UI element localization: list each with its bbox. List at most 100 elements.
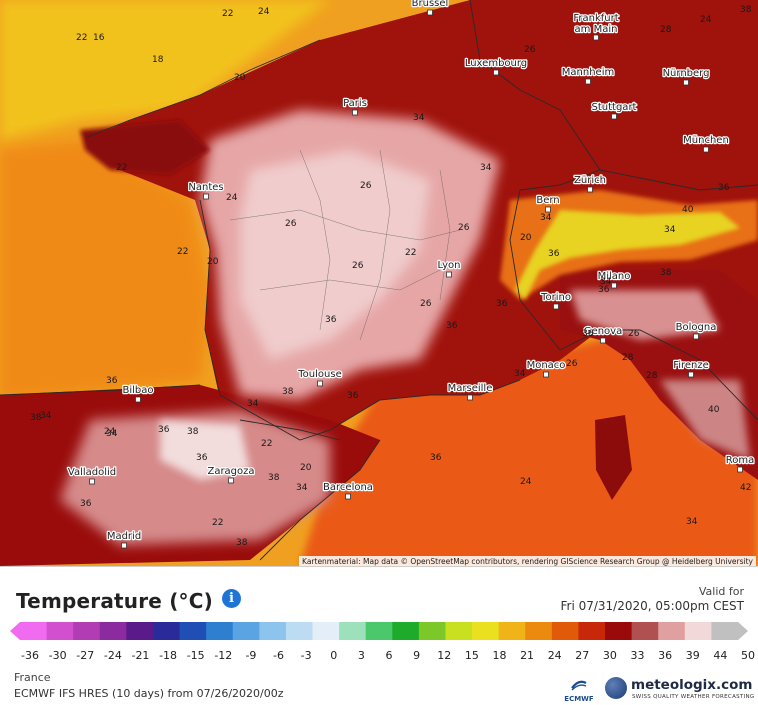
isotherm-label: 36 — [496, 299, 508, 309]
info-icon[interactable]: i — [222, 589, 241, 608]
scale-label: 12 — [437, 649, 452, 662]
scale-swatch — [259, 622, 287, 640]
city-marker-milano[interactable] — [611, 282, 617, 289]
isotherm-label: 34 — [514, 369, 526, 379]
city-marker-nantes[interactable] — [203, 193, 209, 200]
isotherm-label: 22 — [116, 163, 127, 173]
map-attribution: Kartenmaterial: Map data © OpenStreetMap… — [299, 556, 756, 566]
isotherm-label: 20 — [300, 463, 312, 473]
city-marker-toulouse[interactable] — [317, 380, 323, 387]
scale-swatch — [631, 622, 659, 640]
ecmwf-logo[interactable]: ECMWF — [561, 679, 597, 703]
city-marker-stuttgart[interactable] — [611, 113, 617, 120]
scale-label: 3 — [357, 649, 365, 662]
scale-label: -21 — [131, 649, 150, 662]
temperature-map[interactable]: Brüssel Frankfurt am Main Luxembourg Mannhei… — [0, 0, 758, 566]
color-scale-labels: -36 -30 -27 -24 -21 -18 -15 -12 -9 -6 -3 0 3 6 9 12 15 18… — [0, 649, 758, 663]
scale-label: 24 — [547, 649, 562, 662]
isotherm-label: 34 — [247, 399, 259, 409]
valid-time: Fri 07/31/2020, 05:00pm CEST — [560, 599, 744, 613]
isotherm-label: 38 — [30, 413, 42, 423]
city-marker-roma[interactable] — [737, 466, 743, 473]
meteologix-globe-icon — [605, 677, 627, 699]
city-marker-monaco[interactable] — [543, 371, 549, 378]
scale-swatch — [339, 622, 367, 640]
isotherm-label: 40 — [682, 205, 694, 215]
isotherm-label: 26 — [524, 45, 536, 55]
color-scale — [0, 619, 758, 643]
map-canvas: Brüssel Frankfurt am Main Luxembourg Mannhei… — [0, 0, 758, 566]
scale-swatch — [498, 622, 526, 640]
isotherm-label: 34 — [480, 163, 492, 173]
meteologix-tagline: SWISS QUALITY WEATHER FORECASTING — [632, 694, 755, 700]
isotherm-label: 36 — [548, 249, 560, 259]
isotherm-label: 36 — [80, 499, 92, 509]
city-marker-valladolid[interactable] — [89, 478, 95, 485]
scale-swatch — [472, 622, 500, 640]
scale-label: 50 — [741, 649, 755, 662]
isotherm-label: 36 — [347, 391, 359, 401]
color-scale-bar — [10, 622, 748, 640]
city-marker-frankfurt[interactable] — [593, 34, 599, 41]
scale-swatch — [152, 622, 181, 640]
scale-label: -9 — [245, 649, 257, 662]
scale-label: -3 — [300, 649, 312, 662]
scale-swatch — [179, 622, 207, 640]
isotherm-label: 26 — [628, 329, 640, 339]
scale-swatch — [126, 622, 154, 640]
city-label-madrid: Madrid — [107, 531, 141, 542]
city-marker-barcelona[interactable] — [345, 493, 351, 500]
city-marker-torino[interactable] — [553, 303, 559, 310]
isotherm-label: 26 — [352, 261, 364, 271]
scale-swatch — [73, 622, 101, 640]
city-marker-bilbao[interactable] — [135, 396, 141, 403]
scale-label: 21 — [520, 649, 535, 662]
scale-swatch — [312, 622, 340, 640]
city-marker-marseille[interactable] — [467, 394, 473, 401]
city-label-zuerich: Zürich — [574, 175, 606, 186]
city-label-monaco: Monaco — [527, 360, 566, 371]
city-label-toulouse: Toulouse — [297, 369, 341, 380]
scale-label: 36 — [658, 649, 673, 662]
city-marker-zaragoza[interactable] — [228, 477, 234, 484]
city-marker-madrid[interactable] — [121, 542, 127, 549]
isotherm-label: 34 — [106, 429, 118, 439]
city-marker-mannheim[interactable] — [585, 78, 591, 85]
city-marker-bern[interactable] — [545, 206, 551, 213]
brittany-land — [80, 120, 210, 175]
scale-label: 6 — [385, 649, 393, 662]
region-borders — [229, 149, 461, 341]
isotherm-label: 22 — [222, 9, 233, 19]
scale-swatch — [365, 622, 393, 640]
isotherm-label: 34 — [664, 225, 676, 235]
isotherm-label: 42 — [740, 483, 751, 493]
valid-label: Valid for — [698, 585, 744, 598]
isotherm-label-layer: 22 16 18 20 22 24 22 28 24 26 34 34 26 26 24 22 20 22 26 36… — [30, 5, 752, 548]
city-marker-lyon[interactable] — [446, 271, 452, 278]
isotherm-label: 34 — [40, 411, 52, 421]
city-marker-zuerich[interactable] — [587, 186, 593, 193]
scale-swatch — [445, 622, 473, 640]
meteologix-logo[interactable]: meteologix.com SWISS QUALITY WEATHER FOR… — [605, 675, 755, 703]
city-label-stuttgart: Stuttgart — [592, 102, 637, 113]
isotherm-label: 38 — [740, 5, 752, 15]
city-label-barcelona: Barcelona — [323, 482, 373, 493]
city-marker-paris[interactable] — [352, 109, 358, 116]
isotherm-label: 22 — [212, 518, 223, 528]
isotherm-label: 34 — [686, 517, 698, 527]
city-label-firenze: Firenze — [673, 360, 709, 371]
isotherm-label: 24 — [104, 427, 116, 437]
city-marker-genova[interactable] — [600, 337, 606, 344]
city-marker-firenze[interactable] — [688, 371, 694, 378]
central-italy-heat — [660, 380, 750, 460]
city-marker-bologna[interactable] — [693, 333, 699, 340]
isotherm-label: 20 — [520, 233, 532, 243]
city-marker-muenchen[interactable] — [703, 146, 709, 153]
isotherm-label: 36 — [106, 376, 118, 386]
city-marker-nuernberg[interactable] — [683, 79, 689, 86]
city-marker-luxembourg[interactable] — [493, 69, 499, 76]
isotherm-label: 18 — [152, 55, 164, 65]
scale-label: 0 — [330, 649, 338, 662]
city-label-torino: Torino — [540, 292, 571, 303]
city-marker-bruessel[interactable] — [427, 9, 433, 16]
